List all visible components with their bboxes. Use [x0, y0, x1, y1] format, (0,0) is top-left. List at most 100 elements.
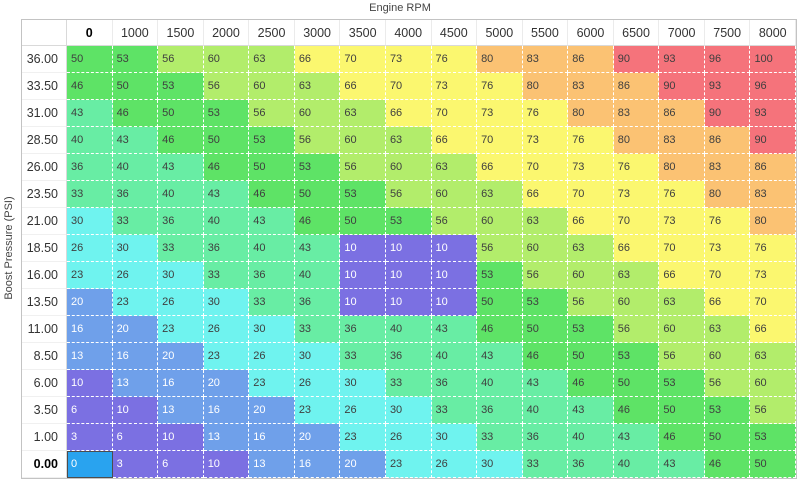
table-cell[interactable]: 46	[67, 73, 113, 100]
table-cell[interactable]: 10	[431, 262, 478, 289]
table-cell[interactable]: 26	[431, 451, 478, 478]
table-cell[interactable]: 40	[112, 154, 159, 181]
table-cell[interactable]: 43	[249, 208, 295, 235]
table-cell[interactable]: 66	[431, 127, 478, 154]
table-cell[interactable]: 60	[431, 181, 478, 208]
table-cell[interactable]: 70	[340, 46, 386, 73]
table-cell[interactable]: 13	[112, 370, 159, 397]
table-cell[interactable]: 26	[294, 370, 341, 397]
table-cell[interactable]: 66	[613, 235, 660, 262]
table-cell[interactable]: 20	[340, 451, 386, 478]
table-cell[interactable]: 70	[613, 208, 660, 235]
table-cell[interactable]: 36	[522, 424, 569, 451]
table-cell[interactable]: 10	[158, 424, 204, 451]
table-cell[interactable]: 76	[568, 127, 614, 154]
table-cell[interactable]: 10	[340, 262, 386, 289]
table-cell[interactable]: 23	[249, 370, 295, 397]
table-cell[interactable]: 30	[294, 343, 341, 370]
table-cell[interactable]: 63	[340, 100, 386, 127]
table-cell[interactable]: 63	[249, 46, 295, 73]
table-cell[interactable]: 26	[67, 235, 113, 262]
table-cell[interactable]: 23	[294, 397, 341, 424]
table-cell[interactable]: 56	[568, 289, 614, 316]
table-cell[interactable]: 36	[67, 154, 113, 181]
table-cell[interactable]: 23	[112, 289, 159, 316]
table-cell[interactable]: 30	[203, 289, 250, 316]
table-cell[interactable]: 43	[67, 100, 113, 127]
table-cell[interactable]: 86	[659, 100, 705, 127]
table-cell[interactable]: 76	[750, 235, 796, 262]
table-cell[interactable]: 26	[340, 397, 386, 424]
table-cell[interactable]: 30	[477, 451, 523, 478]
table-cell[interactable]: 50	[704, 424, 751, 451]
table-cell[interactable]: 36	[294, 289, 341, 316]
table-cell[interactable]: 90	[750, 127, 796, 154]
selected-cell[interactable]: 0	[67, 451, 113, 478]
table-cell[interactable]: 50	[750, 451, 796, 478]
table-cell[interactable]: 70	[522, 154, 569, 181]
table-cell[interactable]: 53	[340, 181, 386, 208]
table-cell[interactable]: 60	[568, 262, 614, 289]
table-cell[interactable]: 83	[568, 73, 614, 100]
table-cell[interactable]: 66	[750, 316, 796, 343]
table-cell[interactable]: 63	[568, 235, 614, 262]
table-cell[interactable]: 23	[158, 316, 204, 343]
table-cell[interactable]: 63	[659, 289, 705, 316]
table-cell[interactable]: 10	[431, 289, 478, 316]
table-cell[interactable]: 3	[67, 424, 113, 451]
table-cell[interactable]: 13	[67, 343, 113, 370]
table-cell[interactable]: 36	[112, 181, 159, 208]
table-cell[interactable]: 90	[613, 46, 660, 73]
table-cell[interactable]: 46	[249, 181, 295, 208]
table-cell[interactable]: 10	[340, 289, 386, 316]
table-cell[interactable]: 73	[659, 208, 705, 235]
table-cell[interactable]: 10	[67, 370, 113, 397]
table-cell[interactable]: 73	[522, 127, 569, 154]
table-cell[interactable]: 53	[750, 424, 796, 451]
table-cell[interactable]: 73	[477, 100, 523, 127]
table-cell[interactable]: 76	[613, 154, 660, 181]
table-cell[interactable]: 50	[67, 46, 113, 73]
table-cell[interactable]: 73	[704, 235, 751, 262]
table-cell[interactable]: 26	[112, 262, 159, 289]
table-cell[interactable]: 13	[249, 451, 295, 478]
table-cell[interactable]: 50	[522, 316, 569, 343]
table-cell[interactable]: 16	[67, 316, 113, 343]
table-cell[interactable]: 66	[704, 289, 751, 316]
table-cell[interactable]: 36	[203, 235, 250, 262]
table-cell[interactable]: 86	[568, 46, 614, 73]
table-cell[interactable]: 76	[431, 46, 478, 73]
table-cell[interactable]: 23	[340, 424, 386, 451]
table-cell[interactable]: 26	[158, 289, 204, 316]
table-cell[interactable]: 80	[477, 46, 523, 73]
table-cell[interactable]: 66	[659, 262, 705, 289]
table-cell[interactable]: 80	[522, 73, 569, 100]
table-cell[interactable]: 23	[67, 262, 113, 289]
table-cell[interactable]: 76	[659, 181, 705, 208]
table-cell[interactable]: 80	[704, 181, 751, 208]
table-cell[interactable]: 13	[203, 424, 250, 451]
table-cell[interactable]: 6	[158, 451, 204, 478]
table-cell[interactable]: 33	[158, 235, 204, 262]
table-cell[interactable]: 20	[112, 316, 159, 343]
table-cell[interactable]: 40	[613, 451, 660, 478]
table-cell[interactable]: 63	[431, 154, 478, 181]
table-cell[interactable]: 53	[659, 370, 705, 397]
table-cell[interactable]: 56	[385, 181, 432, 208]
table-cell[interactable]: 50	[659, 397, 705, 424]
table-cell[interactable]: 80	[750, 208, 796, 235]
table-cell[interactable]: 10	[203, 451, 250, 478]
table-cell[interactable]: 60	[385, 154, 432, 181]
table-cell[interactable]: 86	[704, 127, 751, 154]
table-cell[interactable]: 63	[294, 73, 341, 100]
table-cell[interactable]: 76	[522, 100, 569, 127]
table-cell[interactable]: 80	[613, 127, 660, 154]
table-cell[interactable]: 30	[385, 397, 432, 424]
table-cell[interactable]: 83	[522, 46, 569, 73]
table-cell[interactable]: 36	[568, 451, 614, 478]
table-cell[interactable]: 46	[613, 397, 660, 424]
table-cell[interactable]: 43	[294, 235, 341, 262]
table-cell[interactable]: 20	[158, 343, 204, 370]
table-cell[interactable]: 16	[203, 397, 250, 424]
table-cell[interactable]: 60	[477, 208, 523, 235]
